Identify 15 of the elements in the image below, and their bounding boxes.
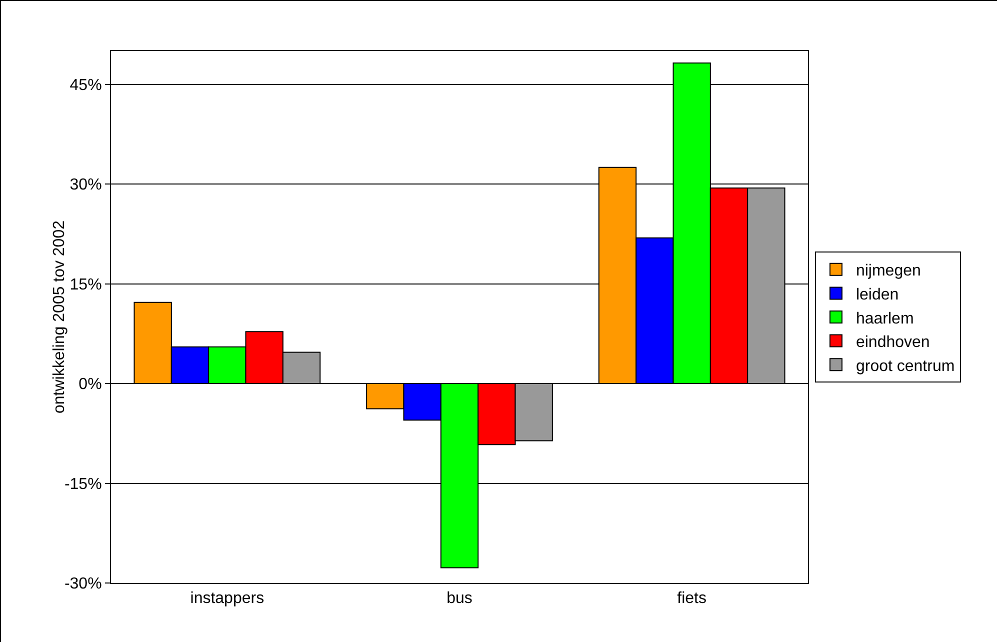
y-tick-label: 15% [70,276,102,294]
y-tick-label: -30% [64,576,102,593]
y-axis-title: ontwikkeling 2005 tov 2002 [50,220,68,414]
x-tick-label: fiets [677,590,706,608]
y-tick-label: 0% [78,376,102,394]
legend-label: eindhoven [856,334,930,352]
y-tick-label: 30% [70,176,102,194]
legend-label: leiden [856,286,899,304]
legend-label: groot centrum [856,358,955,375]
y-tick-label: -15% [64,476,102,493]
x-tick-label: instappers [190,590,264,608]
y-tick-label: 45% [70,76,102,94]
legend-label: haarlem [856,310,914,328]
x-tick-label: bus [446,590,472,608]
legend-label: nijmegen [856,262,921,280]
